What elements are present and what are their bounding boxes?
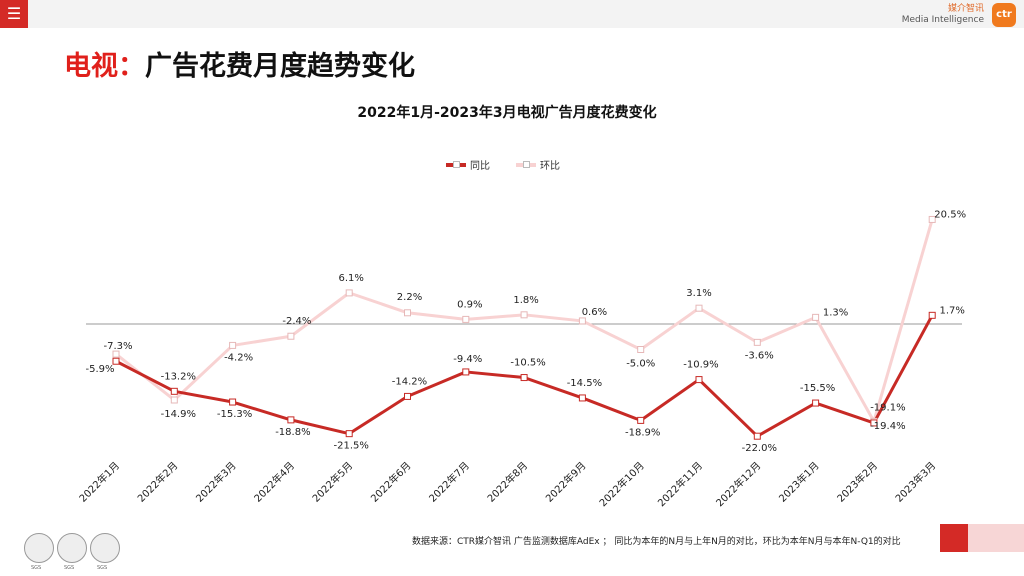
data-point-mom — [578, 317, 586, 325]
x-tick-label: 2022年8月 — [484, 459, 530, 505]
x-tick-label: 2022年9月 — [543, 459, 589, 505]
brand: 媒介智讯 Media Intelligence ctr — [902, 3, 1016, 27]
top-bar: ☰ 媒介智讯 Media Intelligence ctr — [0, 0, 1024, 28]
data-label-yoy: -14.2% — [392, 376, 427, 387]
x-tick-label: 2022年6月 — [368, 459, 414, 505]
data-label-mom: -14.9% — [161, 409, 196, 420]
data-point-yoy — [520, 374, 528, 382]
data-point-yoy — [404, 392, 411, 400]
data-point-yoy — [637, 416, 645, 424]
data-label-mom: -5.9% — [85, 364, 114, 375]
data-label-yoy: -21.5% — [334, 441, 369, 452]
chart-title: 2022年1月-2023年3月电视广告月度花费变化 — [357, 105, 657, 121]
data-point-yoy — [287, 416, 295, 424]
ctr-logo-icon: ctr — [992, 3, 1016, 27]
x-tick-label: 2023年1月 — [776, 459, 822, 505]
menu-icon[interactable]: ☰ — [0, 0, 28, 28]
data-label-mom: -19.1% — [870, 402, 905, 413]
data-label-yoy: -22.0% — [742, 443, 777, 454]
data-label-yoy: -14.5% — [567, 378, 602, 389]
data-point-mom — [812, 313, 820, 321]
x-tick-label: 2022年2月 — [135, 459, 181, 505]
legend-swatch-mom — [516, 160, 536, 168]
data-point-yoy — [578, 394, 586, 402]
x-tick-label: 2023年3月 — [892, 459, 938, 505]
x-tick-label: 2023年2月 — [834, 459, 880, 505]
data-label-mom: 0.9% — [457, 299, 482, 310]
data-label-mom: -3.6% — [745, 350, 774, 361]
data-label-yoy: -18.9% — [625, 427, 660, 438]
data-label-yoy: -7.3% — [103, 341, 132, 352]
data-label-mom: 1.8% — [513, 295, 538, 306]
sgs-cert-icon — [57, 533, 87, 571]
x-tick-label: 2022年12月 — [713, 459, 763, 509]
x-tick-label: 2022年3月 — [193, 459, 239, 505]
data-label-mom: -4.2% — [224, 352, 253, 363]
data-label-mom: 3.1% — [686, 288, 711, 299]
data-label-mom: 20.5% — [934, 209, 966, 220]
data-label-mom: 0.6% — [582, 307, 607, 318]
corner-block-pink — [968, 524, 1024, 552]
legend-item-yoy: 同比 — [446, 157, 490, 172]
data-point-mom — [637, 346, 645, 353]
data-label-yoy: -9.4% — [453, 354, 482, 365]
data-label-yoy: -15.5% — [800, 383, 835, 394]
chart-legend: 同比 环比 — [446, 157, 586, 172]
data-point-yoy — [112, 357, 120, 365]
data-point-yoy — [345, 430, 353, 438]
legend-label-mom: 环比 — [540, 161, 560, 172]
data-point-mom — [520, 311, 528, 319]
data-point-mom — [170, 396, 178, 404]
data-point-mom — [112, 350, 120, 358]
certification-badges — [24, 533, 123, 571]
x-tick-label: 2022年4月 — [251, 459, 297, 505]
data-point-mom — [345, 289, 353, 297]
data-point-yoy — [170, 387, 178, 395]
page-title-main: 广告花费月度趋势变化 — [145, 51, 415, 82]
data-point-mom — [229, 341, 237, 349]
data-point-yoy — [462, 368, 470, 376]
data-label-mom: -5.0% — [626, 359, 655, 370]
page-title: 电视：广告花费月度趋势变化 — [64, 44, 415, 83]
x-tick-label: 2022年1月 — [76, 459, 122, 505]
page-title-prefix: 电视： — [64, 51, 145, 82]
data-source-note: 数据来源：CTR媒介智讯 广告监测数据库AdEx ； 同比为本年的N月与上年N月… — [412, 537, 901, 547]
legend-item-mom: 环比 — [516, 157, 560, 172]
data-point-yoy — [812, 399, 820, 407]
data-point-yoy — [695, 376, 703, 384]
data-point-yoy — [229, 398, 237, 406]
data-label-mom: 1.3% — [823, 307, 848, 318]
data-label-mom: -2.4% — [282, 316, 311, 327]
sgs-cert-icon — [24, 533, 54, 571]
data-label-yoy: 1.7% — [939, 305, 964, 316]
data-point-mom — [404, 309, 411, 317]
data-point-mom — [753, 338, 761, 346]
x-tick-label: 2022年7月 — [426, 459, 472, 505]
data-label-yoy: -19.4% — [870, 421, 905, 432]
brand-name-en: Media Intelligence — [901, 15, 984, 25]
brand-name-cn: 媒介智讯 — [947, 4, 984, 14]
x-tick-label: 2022年11月 — [655, 459, 705, 509]
data-label-yoy: -13.2% — [161, 371, 196, 382]
legend-swatch-yoy — [446, 160, 466, 168]
data-point-yoy — [928, 311, 936, 319]
data-label-yoy: -18.8% — [275, 427, 310, 438]
data-label-mom: 2.2% — [397, 292, 422, 303]
sgs-cert-icon — [90, 533, 120, 571]
data-label-mom: 6.1% — [338, 273, 363, 284]
data-label-yoy: -15.3% — [217, 409, 252, 420]
corner-block-red — [940, 524, 968, 552]
data-label-yoy: -10.5% — [510, 358, 545, 369]
data-point-mom — [462, 315, 470, 323]
data-point-mom — [695, 304, 703, 312]
x-tick-label: 2022年10月 — [596, 459, 646, 509]
legend-label-yoy: 同比 — [470, 161, 490, 172]
data-point-mom — [928, 215, 936, 223]
data-point-yoy — [753, 432, 761, 440]
x-tick-label: 2022年5月 — [309, 459, 355, 505]
data-point-yoy — [870, 419, 878, 427]
data-point-mom — [287, 332, 295, 340]
data-label-yoy: -10.9% — [683, 360, 718, 371]
